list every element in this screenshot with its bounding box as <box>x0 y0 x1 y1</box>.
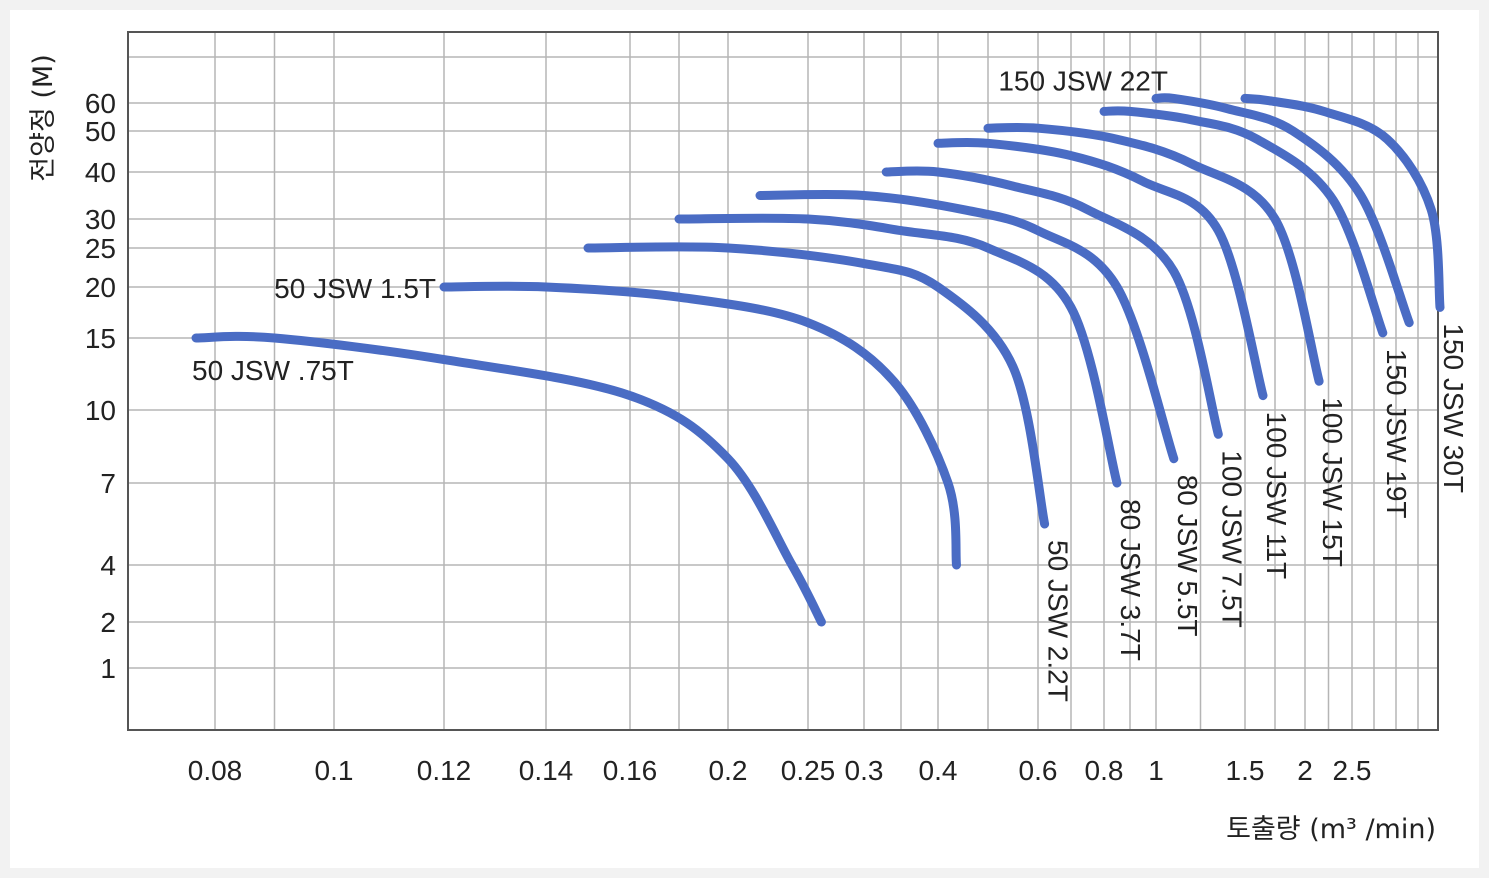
x-tick-label: 0.8 <box>1085 755 1124 786</box>
series-curve-80-jsw-3-7t <box>674 213 1122 488</box>
series-curves <box>191 93 1445 627</box>
y-tick-label: 30 <box>85 204 116 235</box>
y-tick-label: 20 <box>85 272 116 303</box>
y-tick-label: 60 <box>85 88 116 119</box>
x-tick-label: 2.5 <box>1333 755 1372 786</box>
series-curve-150-jsw-19t <box>1099 106 1388 338</box>
x-tick-label: 0.6 <box>1019 755 1058 786</box>
series-label-80-jsw-3-7t: 80 JSW 3.7T <box>1115 499 1146 661</box>
series-curve-150-jsw-30t <box>1240 93 1445 312</box>
chart-background <box>10 10 1479 868</box>
series-labels: 50 JSW .75T 50 JSW 1.5T 50 JSW 2.2T 80 JSW … <box>192 65 1469 701</box>
x-tick-label: 0.14 <box>519 755 574 786</box>
series-label-150-jsw-30t: 150 JSW 30T <box>1438 323 1469 493</box>
series-label-100-jsw-15t: 100 JSW 15T <box>1317 397 1348 567</box>
x-axis-title: 토출량 (m³ /min) <box>1226 814 1436 845</box>
series-curve-150-jsw-22t <box>1151 93 1414 328</box>
x-tick-label: 0.16 <box>603 755 658 786</box>
x-tick-label: 0.12 <box>417 755 472 786</box>
series-label-150-jsw-22t: 150 JSW 22T <box>998 65 1168 96</box>
series-label-50-jsw-2-2t: 50 JSW 2.2T <box>1043 540 1074 702</box>
y-tick-label: 15 <box>85 323 116 354</box>
x-tick-label: 0.4 <box>919 755 958 786</box>
series-label-100-jsw-11t: 100 JSW 11T <box>1261 412 1292 580</box>
series-label-150-jsw-19t: 150 JSW 19T <box>1381 349 1412 519</box>
series-curve-100-jsw-7-5t <box>881 166 1223 439</box>
series-curve-50-jsw-75t <box>191 331 826 627</box>
y-tick-label: 1 <box>100 653 116 684</box>
grid <box>128 32 1438 730</box>
series-curve-100-jsw-15t <box>983 122 1324 386</box>
x-tick-label: 0.25 <box>781 755 836 786</box>
x-tick-label: 0.3 <box>845 755 884 786</box>
y-tick-label: 50 <box>85 116 116 147</box>
x-tick-label: 1 <box>1148 755 1164 786</box>
series-curve-50-jsw-1-5t <box>439 281 961 570</box>
plot-frame <box>127 31 1439 731</box>
series-label-100-jsw-7-5t: 100 JSW 7.5T <box>1216 450 1247 627</box>
y-axis-title: 전양정 (M) <box>28 54 59 181</box>
series-curve-80-jsw-5-5t <box>755 189 1179 464</box>
y-tick-label: 25 <box>85 233 116 264</box>
x-tick-label: 1.5 <box>1226 755 1265 786</box>
y-tick-label: 40 <box>85 157 116 188</box>
series-label-80-jsw-5-5t: 80 JSW 5.5T <box>1172 475 1203 637</box>
series-label-50-jsw-1-5t: 50 JSW 1.5T <box>274 273 436 304</box>
series-curve-100-jsw-11t <box>933 137 1268 401</box>
y-tick-label: 2 <box>100 607 116 638</box>
series-curve-50-jsw-2-2t <box>583 242 1050 529</box>
y-tick-label: 10 <box>85 395 116 426</box>
x-tick-label: 0.1 <box>315 755 354 786</box>
x-tick-label: 0.08 <box>188 755 243 786</box>
series-label-50-jsw-75t: 50 JSW .75T <box>192 355 354 386</box>
x-tick-label: 2 <box>1297 755 1313 786</box>
x-tick-label: 0.2 <box>709 755 748 786</box>
y-tick-label: 7 <box>100 468 116 499</box>
y-tick-label: 4 <box>100 550 116 581</box>
x-tick-labels: 0.08 0.1 0.12 0.14 0.16 0.2 0.25 0.3 0.4 0.6 0.8 1 1… <box>188 755 1372 786</box>
